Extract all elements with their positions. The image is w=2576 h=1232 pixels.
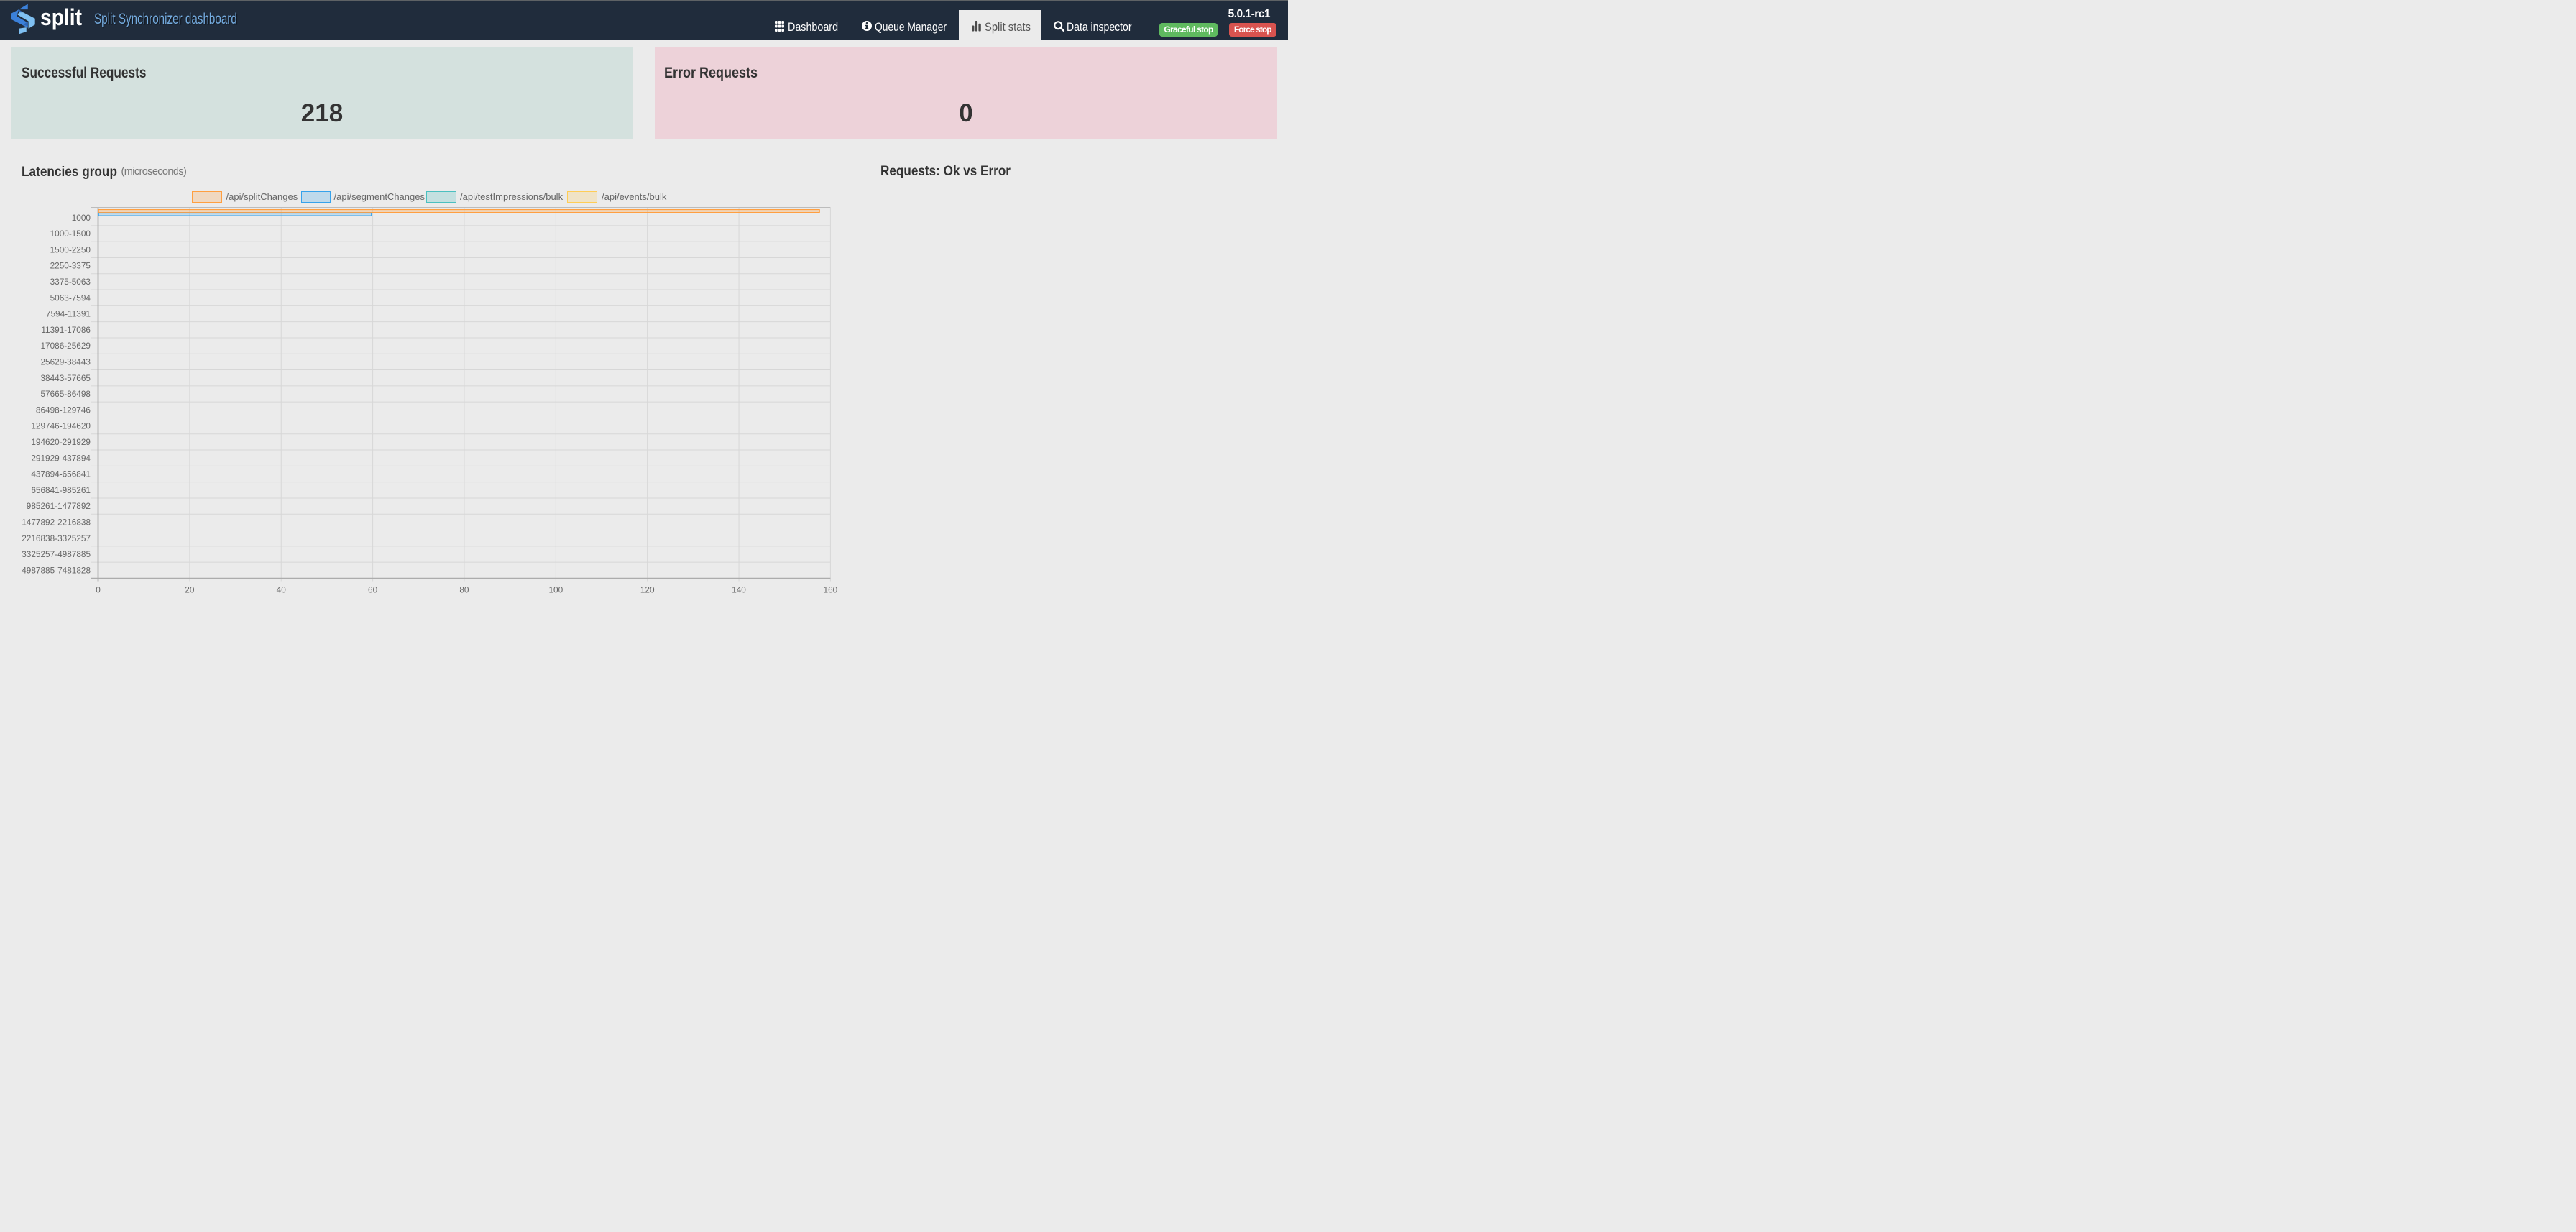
svg-text:2250-3375: 2250-3375 [50,261,91,271]
svg-text:25629-38443: 25629-38443 [40,357,91,367]
svg-text:3375-5063: 3375-5063 [50,277,91,287]
svg-text:1000-1500: 1000-1500 [50,229,91,239]
svg-text:160: 160 [824,584,838,594]
svg-text:60: 60 [368,584,378,594]
svg-text:5063-7594: 5063-7594 [50,293,91,303]
svg-text:194620-291929: 194620-291929 [31,437,91,447]
svg-text:100: 100 [548,584,563,594]
svg-text:40: 40 [277,584,287,594]
svg-text:1477892-2216838: 1477892-2216838 [22,518,91,528]
svg-text:985261-1477892: 985261-1477892 [27,501,91,511]
svg-text:1000: 1000 [72,213,91,223]
svg-text:0: 0 [96,584,101,594]
svg-text:57665-86498: 57665-86498 [40,389,91,399]
svg-text:2216838-3325257: 2216838-3325257 [22,533,91,543]
svg-text:4987885-7481828: 4987885-7481828 [22,565,91,575]
svg-text:291929-437894: 291929-437894 [31,453,91,463]
svg-text:656841-985261: 656841-985261 [31,485,91,495]
svg-text:38443-57665: 38443-57665 [40,373,91,383]
svg-text:80: 80 [459,584,469,594]
svg-text:7594-11391: 7594-11391 [46,309,91,319]
svg-text:1500-2250: 1500-2250 [50,244,91,254]
svg-text:120: 120 [640,584,655,594]
svg-text:11391-17086: 11391-17086 [41,325,91,335]
svg-text:3325257-4987885: 3325257-4987885 [22,549,91,559]
svg-text:437894-656841: 437894-656841 [31,469,91,479]
svg-text:86498-129746: 86498-129746 [36,405,91,415]
svg-text:129746-194620: 129746-194620 [31,421,91,431]
svg-text:17086-25629: 17086-25629 [40,341,91,351]
svg-text:20: 20 [185,584,195,594]
svg-text:140: 140 [732,584,746,594]
